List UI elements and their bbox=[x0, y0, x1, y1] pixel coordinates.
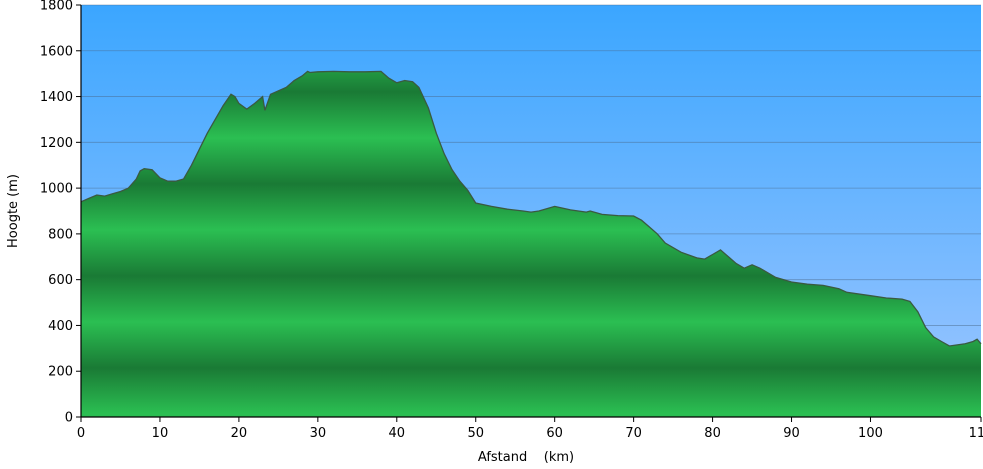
x-tick-label: 70 bbox=[625, 426, 642, 441]
x-axis-ticks: 0 10 20 30 40 50 60 70 80 90 100 114 bbox=[77, 417, 983, 441]
x-tick-label: 50 bbox=[467, 426, 484, 441]
y-tick-label: 0 bbox=[65, 411, 73, 426]
y-tick-label: 600 bbox=[48, 273, 73, 288]
y-tick-label: 800 bbox=[48, 227, 73, 242]
x-tick-label: 30 bbox=[310, 426, 327, 441]
y-tick-label: 1600 bbox=[40, 44, 73, 59]
elevation-outline bbox=[80, 70, 982, 347]
y-tick-label: 1800 bbox=[40, 0, 73, 14]
x-tick-label: 10 bbox=[152, 426, 169, 441]
y-tick-label: 1400 bbox=[40, 90, 73, 105]
axes bbox=[80, 5, 981, 418]
y-tick-label: 200 bbox=[48, 365, 73, 380]
x-tick-label: 80 bbox=[704, 426, 721, 441]
y-axis-label: Hoogte (m) bbox=[6, 174, 21, 248]
y-tick-label: 1000 bbox=[40, 182, 73, 197]
y-tick-label: 1200 bbox=[40, 136, 73, 151]
x-tick-label: 40 bbox=[389, 426, 406, 441]
x-axis-label: Afstand (km) bbox=[478, 450, 574, 465]
elevation-area bbox=[81, 71, 981, 418]
x-tick-label: 0 bbox=[77, 426, 85, 441]
x-tick-label: 90 bbox=[783, 426, 800, 441]
x-tick-label: 100 bbox=[858, 426, 883, 441]
x-tick-label: 20 bbox=[231, 426, 248, 441]
y-tick-label: 400 bbox=[48, 319, 73, 334]
x-tick-label: 60 bbox=[546, 426, 563, 441]
y-axis-ticks: 0 200 400 600 800 1000 1200 1400 1600 1800 bbox=[40, 0, 81, 426]
x-tick-label: 114 bbox=[969, 426, 983, 441]
